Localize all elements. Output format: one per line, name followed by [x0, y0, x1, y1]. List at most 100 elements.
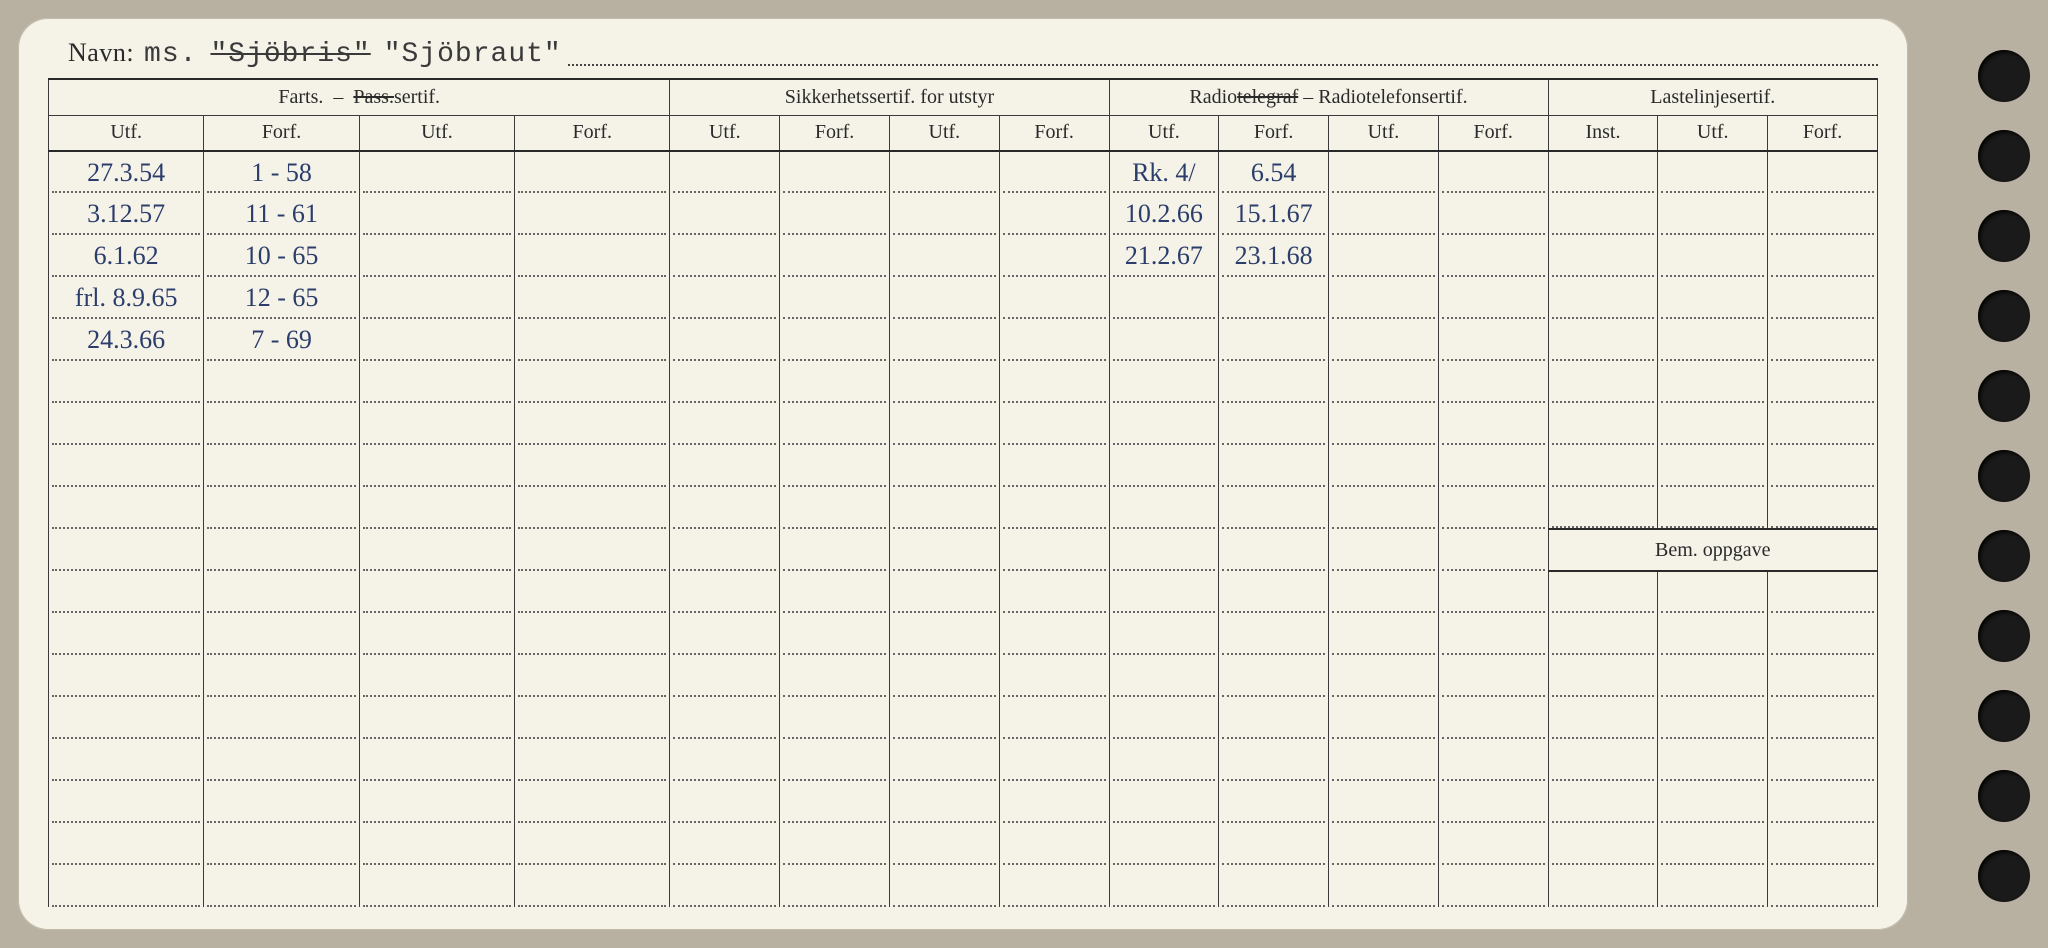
table-cell — [515, 361, 670, 403]
table-cell — [1438, 781, 1548, 823]
table-cell — [1768, 193, 1878, 235]
table-cell — [670, 865, 780, 907]
table-cell — [780, 235, 890, 277]
table-cell — [1109, 277, 1219, 319]
table-row — [49, 781, 1878, 823]
table-cell — [670, 403, 780, 445]
table-cell — [670, 277, 780, 319]
table-cell — [49, 487, 204, 529]
table-cell — [999, 739, 1109, 781]
table-cell — [49, 781, 204, 823]
table-cell — [1548, 403, 1658, 445]
sub-header: Forf. — [999, 115, 1109, 151]
table-cell — [359, 613, 514, 655]
table-cell — [889, 739, 999, 781]
table-cell — [1548, 235, 1658, 277]
table-cell — [1658, 781, 1768, 823]
table-cell — [359, 571, 514, 613]
bem-oppgave-label: Bem. oppgave — [1548, 529, 1877, 571]
table-cell — [1109, 613, 1219, 655]
table-cell — [1658, 865, 1768, 907]
table-cell — [1219, 361, 1329, 403]
table-cell — [1329, 781, 1439, 823]
table-row — [49, 739, 1878, 781]
table-cell — [359, 529, 514, 571]
table-cell — [359, 823, 514, 865]
table-cell — [780, 655, 890, 697]
table-cell — [1219, 613, 1329, 655]
table-cell — [999, 403, 1109, 445]
table-cell — [1438, 151, 1548, 193]
table-cell — [1438, 193, 1548, 235]
table-cell: 10 - 65 — [204, 235, 359, 277]
table-cell — [1658, 193, 1768, 235]
table-cell — [780, 151, 890, 193]
table-cell — [1219, 865, 1329, 907]
table-cell — [1109, 781, 1219, 823]
table-cell — [1658, 151, 1768, 193]
table-cell: 27.3.54 — [49, 151, 204, 193]
table-cell — [515, 277, 670, 319]
table-cell — [1658, 571, 1768, 613]
table-cell — [1329, 613, 1439, 655]
table-cell — [204, 739, 359, 781]
table-cell — [889, 529, 999, 571]
table-cell — [780, 445, 890, 487]
table-cell — [780, 613, 890, 655]
table-cell — [889, 403, 999, 445]
sub-header: Inst. — [1548, 115, 1658, 151]
group-header-sikkerhet: Sikkerhetssertif. for utstyr — [670, 79, 1109, 115]
table-cell — [1219, 697, 1329, 739]
table-cell — [999, 655, 1109, 697]
table-row — [49, 571, 1878, 613]
table-cell: 6.54 — [1219, 151, 1329, 193]
table-cell — [1329, 445, 1439, 487]
table-cell — [359, 319, 514, 361]
table-cell — [1658, 655, 1768, 697]
table-cell — [1329, 739, 1439, 781]
table-cell — [359, 235, 514, 277]
table-cell: 1 - 58 — [204, 151, 359, 193]
table-cell — [1329, 403, 1439, 445]
table-row — [49, 823, 1878, 865]
table-cell — [1768, 781, 1878, 823]
table-cell — [999, 781, 1109, 823]
table-cell — [670, 613, 780, 655]
table-cell — [49, 655, 204, 697]
table-cell — [889, 319, 999, 361]
table-cell — [1548, 361, 1658, 403]
sub-header: Forf. — [1438, 115, 1548, 151]
sub-header: Utf. — [49, 115, 204, 151]
table-cell — [1109, 529, 1219, 571]
table-cell — [999, 445, 1109, 487]
table-cell — [1219, 277, 1329, 319]
table-cell — [889, 781, 999, 823]
binder-hole — [1978, 130, 2030, 182]
table-cell — [780, 319, 890, 361]
table-cell: 21.2.67 — [1109, 235, 1219, 277]
binder-hole — [1978, 50, 2030, 102]
binder-hole — [1978, 290, 2030, 342]
table-cell — [515, 193, 670, 235]
table-cell — [1219, 487, 1329, 529]
table-cell — [49, 697, 204, 739]
table-cell — [1768, 445, 1878, 487]
table-cell: 15.1.67 — [1219, 193, 1329, 235]
table-cell — [1548, 655, 1658, 697]
table-cell — [515, 823, 670, 865]
group-header-lastelinje: Lastelinjesertif. — [1548, 79, 1877, 115]
sub-header: Forf. — [1768, 115, 1878, 151]
sub-header: Utf. — [359, 115, 514, 151]
table-cell: 6.1.62 — [49, 235, 204, 277]
table-cell — [889, 697, 999, 739]
binder-hole — [1978, 450, 2030, 502]
table-cell — [1219, 739, 1329, 781]
table-cell — [1768, 739, 1878, 781]
table-cell — [1548, 277, 1658, 319]
table-cell — [780, 739, 890, 781]
table-row: 3.12.5711 - 6110.2.6615.1.67 — [49, 193, 1878, 235]
name-label: Navn: — [68, 38, 134, 68]
table-cell — [1329, 277, 1439, 319]
table-cell — [359, 361, 514, 403]
table-cell — [1438, 319, 1548, 361]
